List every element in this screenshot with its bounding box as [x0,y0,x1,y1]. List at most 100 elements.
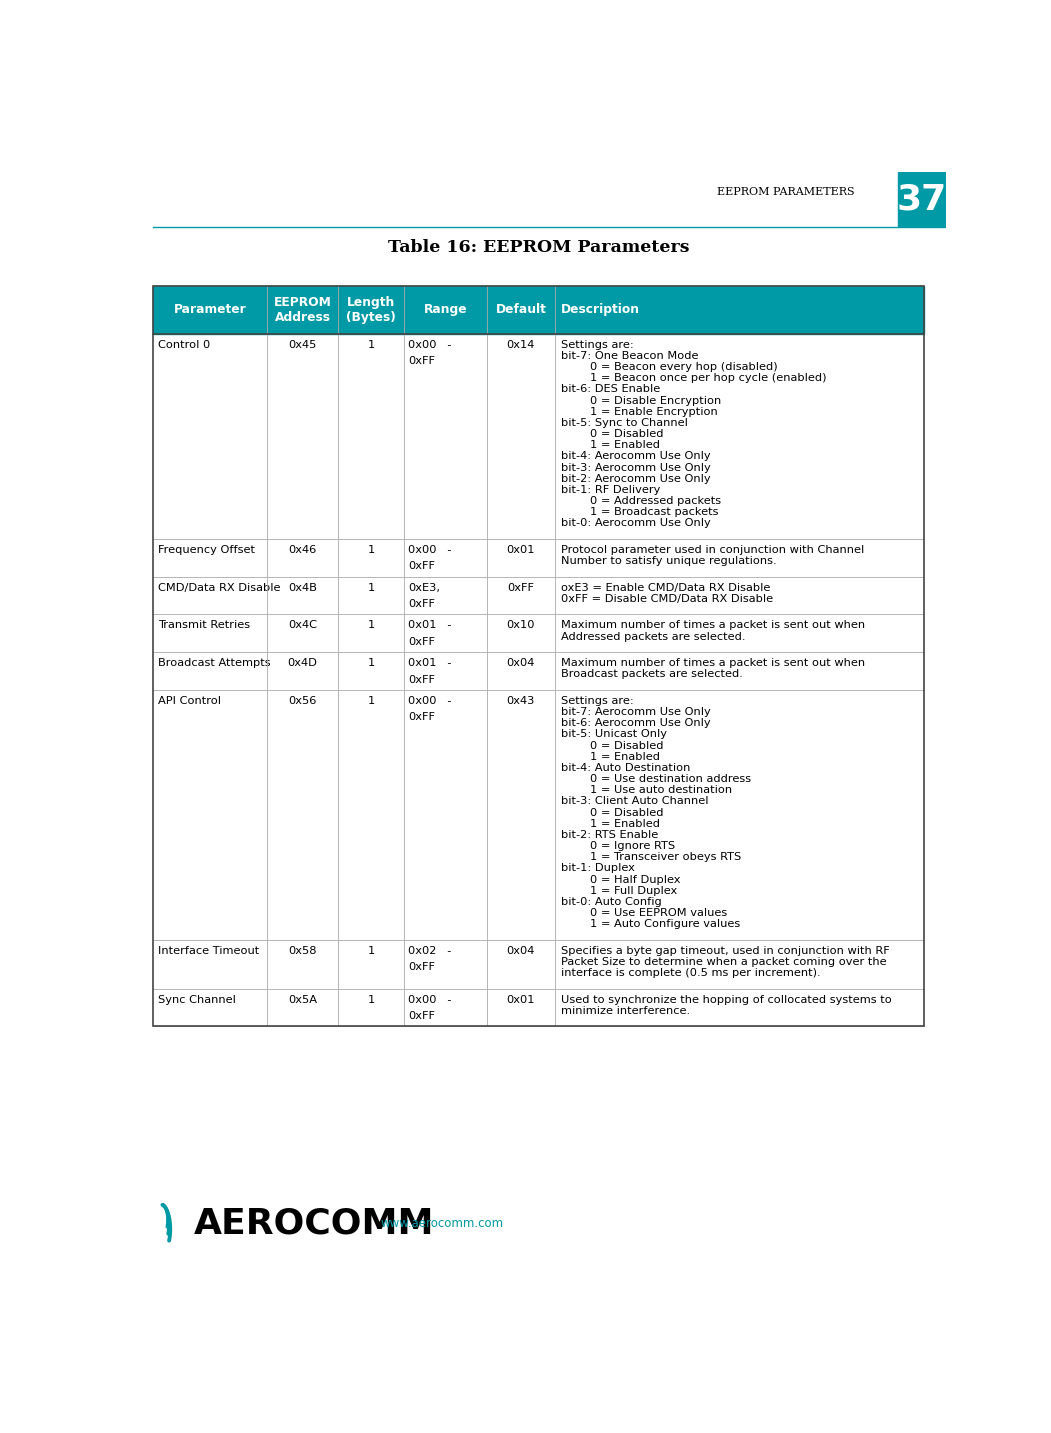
Bar [153,287,924,1026]
Text: 0x43: 0x43 [507,696,535,706]
Text: 0x10: 0x10 [507,620,535,631]
Text: 1: 1 [367,946,374,956]
Text: 0 = Ignore RTS: 0 = Ignore RTS [561,841,675,851]
Text: Frequency Offset: Frequency Offset [158,545,254,555]
Text: AEROCOMM: AEROCOMM [193,1207,434,1240]
Text: 1: 1 [367,995,374,1005]
Text: bit-2: Aerocomm Use Only: bit-2: Aerocomm Use Only [561,474,710,484]
Text: Used to synchronize the hopping of collocated systems to: Used to synchronize the hopping of collo… [561,995,892,1005]
Text: Table 16: EEPROM Parameters: Table 16: EEPROM Parameters [388,239,689,257]
Text: Parameter: Parameter [173,304,247,317]
Text: bit-1: RF Delivery: bit-1: RF Delivery [561,484,660,494]
Text: bit-5: Sync to Channel: bit-5: Sync to Channel [561,418,688,428]
Text: bit-4: Auto Destination: bit-4: Auto Destination [561,762,691,772]
Text: 0 = Addressed packets: 0 = Addressed packets [561,496,721,506]
Text: 0 = Beacon every hop (disabled): 0 = Beacon every hop (disabled) [561,363,778,373]
Text: CMD/Data RX Disable: CMD/Data RX Disable [158,583,281,593]
Bar [153,334,924,539]
Text: 0x4C: 0x4C [288,620,317,631]
Bar [153,287,924,334]
Text: 0x14: 0x14 [507,340,535,350]
Text: 0 = Use EEPROM values: 0 = Use EEPROM values [561,909,727,919]
Text: 1 = Enabled: 1 = Enabled [561,818,660,828]
Text: 1 = Beacon once per hop cycle (enabled): 1 = Beacon once per hop cycle (enabled) [561,374,826,383]
Text: 1: 1 [367,340,374,350]
Bar [898,172,946,228]
Text: 1 = Enable Encryption: 1 = Enable Encryption [561,407,718,417]
Text: Interface Timeout: Interface Timeout [158,946,259,956]
Text: 1: 1 [367,545,374,555]
Text: bit-6: DES Enable: bit-6: DES Enable [561,384,660,394]
Text: Protocol parameter used in conjunction with Channel: Protocol parameter used in conjunction w… [561,545,864,555]
Text: 0x01   -
0xFF: 0x01 - 0xFF [409,658,452,685]
Text: 1 = Full Duplex: 1 = Full Duplex [561,886,677,896]
Text: Broadcast packets are selected.: Broadcast packets are selected. [561,669,743,679]
Text: 0x02   -
0xFF: 0x02 - 0xFF [409,946,452,972]
Text: 0 = Use destination address: 0 = Use destination address [561,774,751,784]
Text: 1: 1 [367,583,374,593]
Text: EEPROM PARAMETERS: EEPROM PARAMETERS [717,188,854,198]
Text: 0x4D: 0x4D [288,658,317,668]
Text: oxE3 = Enable CMD/Data RX Disable: oxE3 = Enable CMD/Data RX Disable [561,583,770,593]
Bar [153,615,924,652]
Text: minimize interference.: minimize interference. [561,1006,691,1016]
Text: bit-1: Duplex: bit-1: Duplex [561,864,635,874]
Bar [153,576,924,615]
Text: Sync Channel: Sync Channel [158,995,235,1005]
Text: 1 = Enabled: 1 = Enabled [561,440,660,450]
Text: bit-0: Aerocomm Use Only: bit-0: Aerocomm Use Only [561,519,710,529]
Bar [153,652,924,689]
Text: Maximum number of times a packet is sent out when: Maximum number of times a packet is sent… [561,620,865,631]
Text: Length
(Bytes): Length (Bytes) [346,295,396,324]
Text: 0x58: 0x58 [288,946,317,956]
Text: 0x04: 0x04 [507,658,535,668]
Text: bit-2: RTS Enable: bit-2: RTS Enable [561,830,658,840]
Text: 1 = Use auto destination: 1 = Use auto destination [561,785,733,795]
Text: 0x00   -
0xFF: 0x00 - 0xFF [409,340,452,367]
Text: 0x04: 0x04 [507,946,535,956]
Text: bit-7: Aerocomm Use Only: bit-7: Aerocomm Use Only [561,706,710,716]
Text: 0x4B: 0x4B [288,583,317,593]
Text: 0xFF: 0xFF [508,583,534,593]
Text: 0 = Disable Encryption: 0 = Disable Encryption [561,396,721,406]
Text: bit-3: Aerocomm Use Only: bit-3: Aerocomm Use Only [561,463,710,473]
Text: Settings are:: Settings are: [561,340,634,350]
Text: 0x00   -
0xFF: 0x00 - 0xFF [409,995,452,1022]
Text: Maximum number of times a packet is sent out when: Maximum number of times a packet is sent… [561,658,865,668]
Text: EEPROM
Address: EEPROM Address [273,295,332,324]
Text: 0 = Disabled: 0 = Disabled [561,741,663,751]
Text: 0 = Half Duplex: 0 = Half Duplex [561,874,681,884]
Text: 0xFF = Disable CMD/Data RX Disable: 0xFF = Disable CMD/Data RX Disable [561,593,774,603]
Text: Addressed packets are selected.: Addressed packets are selected. [561,632,745,642]
Text: Packet Size to determine when a packet coming over the: Packet Size to determine when a packet c… [561,957,887,967]
Text: 0x01: 0x01 [507,995,535,1005]
Text: bit-3: Client Auto Channel: bit-3: Client Auto Channel [561,797,708,807]
Text: 37: 37 [897,182,947,216]
Text: 0x00   -
0xFF: 0x00 - 0xFF [409,545,452,572]
Text: Transmit Retries: Transmit Retries [158,620,250,631]
Text: 0x45: 0x45 [288,340,316,350]
Text: 0x00   -
0xFF: 0x00 - 0xFF [409,696,452,722]
Text: 0x01   -
0xFF: 0x01 - 0xFF [409,620,452,646]
Text: bit-0: Auto Config: bit-0: Auto Config [561,897,662,907]
Text: 0x01: 0x01 [507,545,535,555]
Text: Default: Default [495,304,547,317]
Text: 0x46: 0x46 [289,545,316,555]
Bar [153,940,924,989]
Bar [153,989,924,1026]
Text: 1: 1 [367,658,374,668]
Text: 1 = Transceiver obeys RTS: 1 = Transceiver obeys RTS [561,853,741,863]
Text: interface is complete (0.5 ms per increment).: interface is complete (0.5 ms per increm… [561,969,821,979]
Text: Settings are:: Settings are: [561,696,634,706]
Text: 1: 1 [367,696,374,706]
Text: 0 = Disabled: 0 = Disabled [561,428,663,438]
Text: Specifies a byte gap timeout, used in conjunction with RF: Specifies a byte gap timeout, used in co… [561,946,890,956]
Text: bit-6: Aerocomm Use Only: bit-6: Aerocomm Use Only [561,718,710,728]
Text: 0x56: 0x56 [288,696,316,706]
Text: Number to satisfy unique regulations.: Number to satisfy unique regulations. [561,556,777,566]
Text: Broadcast Attempts: Broadcast Attempts [158,658,270,668]
Text: 1 = Auto Configure values: 1 = Auto Configure values [561,919,740,929]
Text: 1 = Broadcast packets: 1 = Broadcast packets [561,507,719,517]
Text: 0xE3,
0xFF: 0xE3, 0xFF [409,583,440,609]
Text: bit-4: Aerocomm Use Only: bit-4: Aerocomm Use Only [561,451,710,461]
